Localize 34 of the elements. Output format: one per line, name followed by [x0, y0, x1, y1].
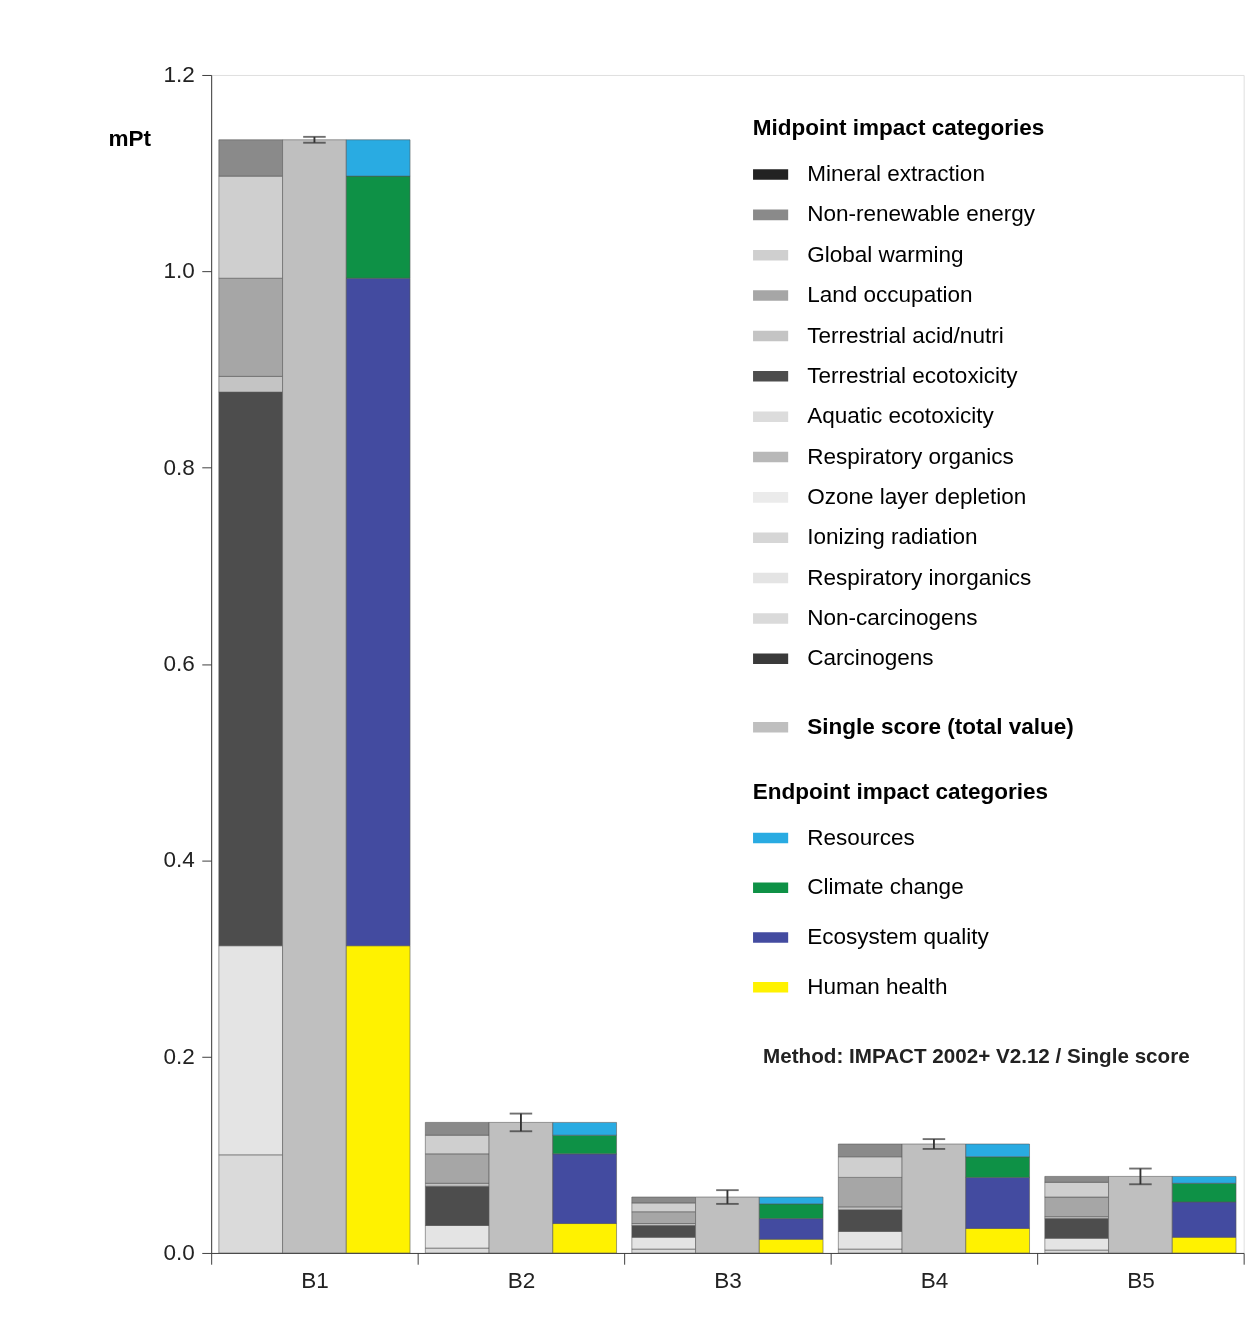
legend-label: Single score (total value) [807, 713, 1074, 739]
legend-label: Respiratory inorganics [807, 564, 1032, 590]
legend-label: Mineral extraction [807, 161, 985, 187]
legend-label: Climate change [807, 874, 964, 900]
annotation: Method: IMPACT 2002+ V2.12 / Single score [763, 1044, 1190, 1068]
y-tick-label: 0.8 [163, 454, 195, 480]
x-tick-label: B2 [507, 1268, 536, 1294]
text: Endpoint impact categories [752, 778, 1049, 804]
legend-label: Non-renewable energy [807, 201, 1036, 227]
legend-label: Human health [807, 973, 948, 999]
legend-label: Ecosystem quality [807, 924, 990, 950]
legend-label: Global warming [807, 241, 964, 267]
x-tick-label: B1 [301, 1268, 329, 1294]
y-tick-label: 0.2 [163, 1043, 195, 1069]
legend-label: Respiratory organics [807, 443, 1014, 469]
text: Midpoint impact categories [752, 115, 1045, 141]
y-tick-label: 1.2 [163, 62, 195, 88]
legend-label: Terrestrial acid/nutri [807, 322, 1004, 348]
legend-label: Ionizing radiation [807, 524, 978, 550]
x-tick-label: B4 [920, 1268, 949, 1294]
y-tick-label: 0.0 [163, 1240, 195, 1266]
y-tick-label: 1.0 [163, 258, 195, 284]
legend-label: Resources [807, 824, 915, 850]
x-tick-label: B3 [714, 1268, 742, 1294]
y-axis-title: mPt [108, 125, 152, 151]
legend-label: Carcinogens [807, 645, 934, 671]
x-tick-label: B5 [1127, 1268, 1155, 1294]
legend-label: Non-carcinogens [807, 605, 978, 631]
y-tick-label: 0.6 [163, 651, 195, 677]
legend-label: Ozone layer depletion [807, 483, 1027, 509]
y-tick-label: 0.4 [163, 847, 195, 873]
legend-label: Terrestrial ecotoxicity [807, 362, 1019, 388]
legend-label: Land occupation [807, 282, 973, 308]
legend-label: Aquatic ecotoxicity [807, 403, 995, 429]
